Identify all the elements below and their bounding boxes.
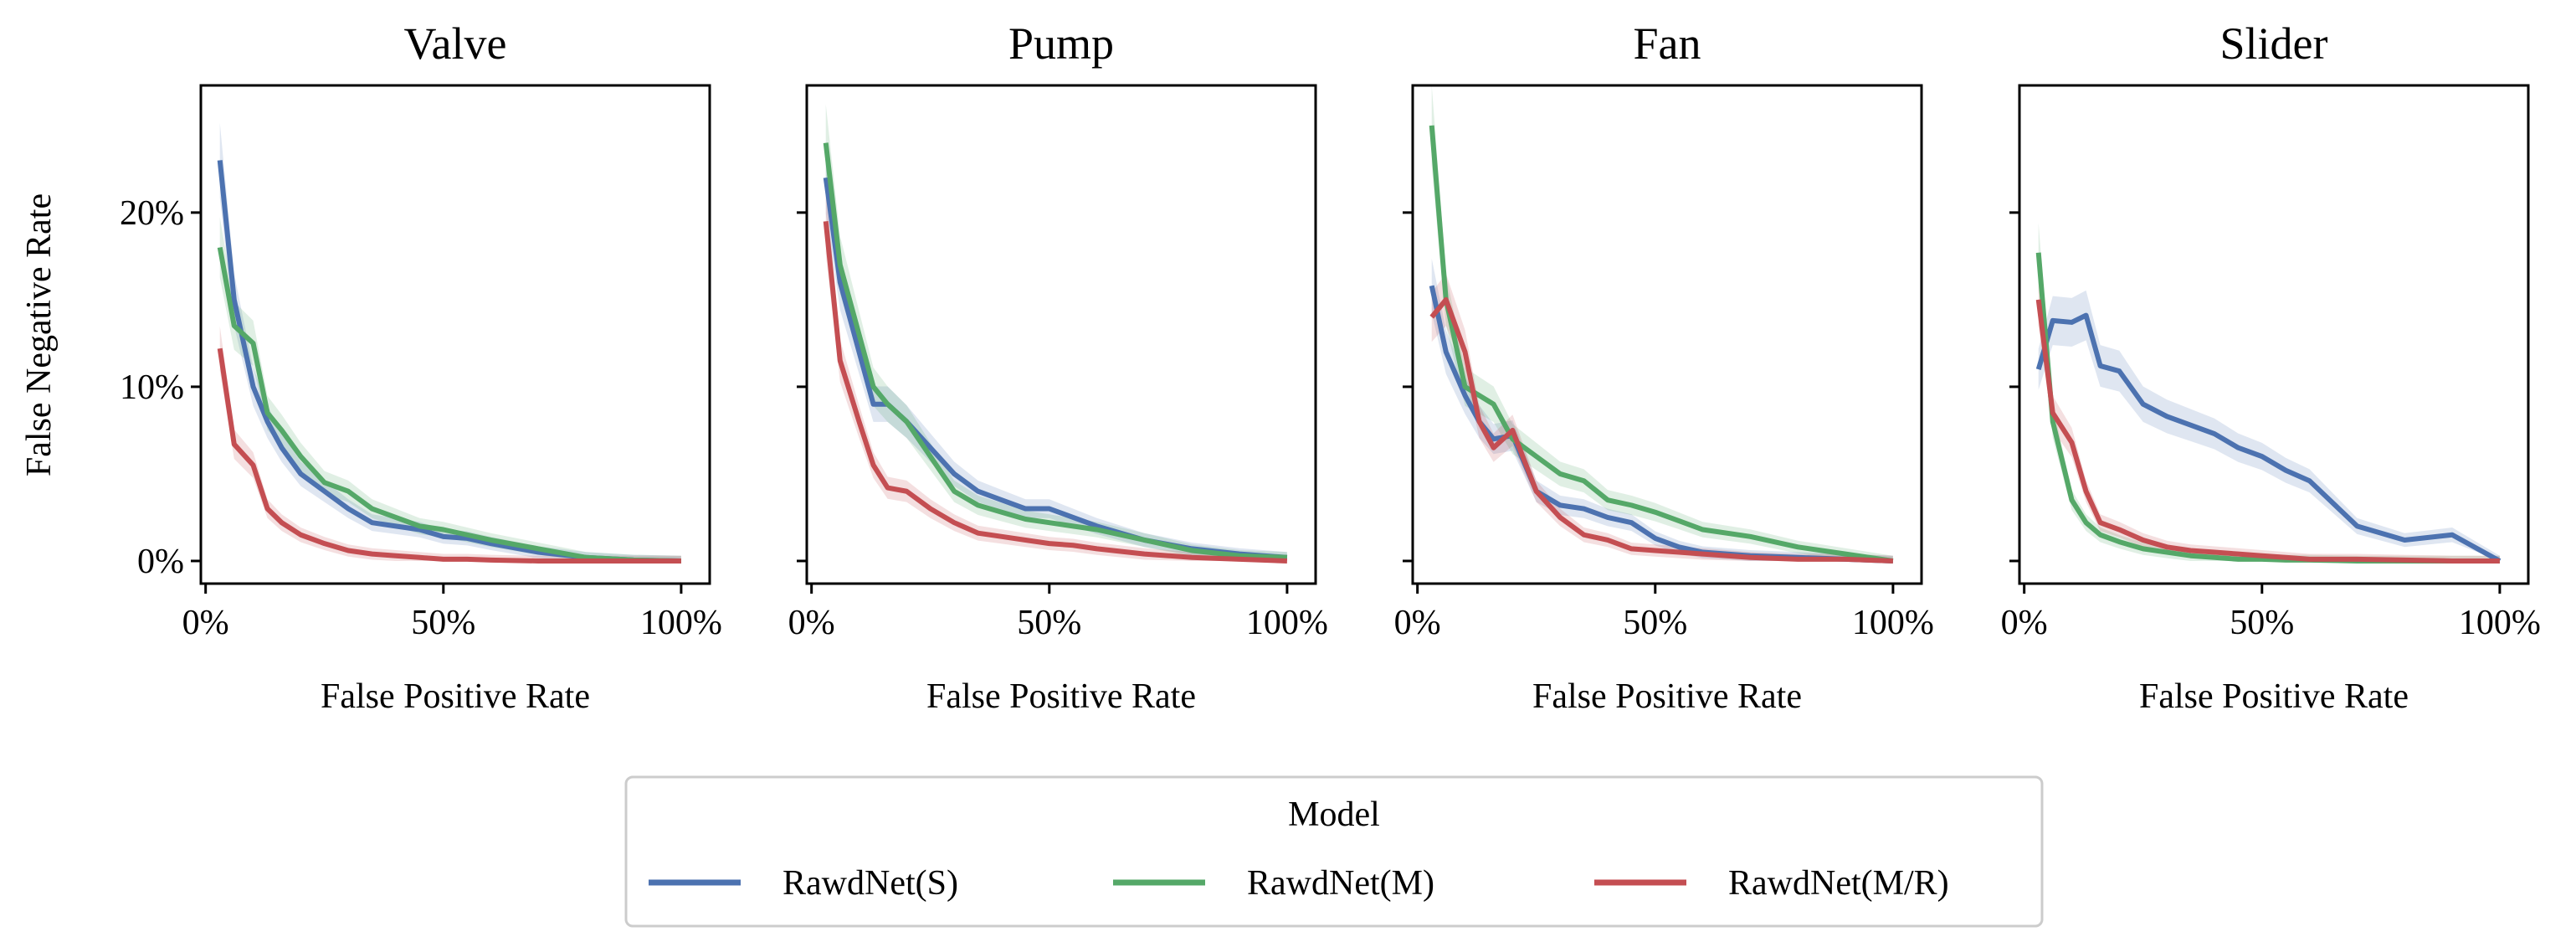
series-line-RawdNet(S): [2035, 312, 2502, 564]
series-line-RawdNet(M): [2035, 252, 2500, 564]
confidence-band: [2038, 223, 2500, 561]
confidence-band: [219, 122, 681, 561]
legend-label: RawdNet(S): [783, 864, 958, 903]
legend-label: RawdNet(M/R): [1728, 864, 1949, 903]
legend: Model RawdNet(S) RawdNet(M) RawdNet(M/R): [624, 775, 2044, 928]
y-axis-label: False Negative Rate: [20, 193, 59, 476]
x-tick-label: 100%: [1246, 604, 1328, 642]
panel-title: Slider: [2220, 18, 2328, 69]
series-line-RawdNet(M/R): [217, 347, 681, 564]
panel-title: Pump: [1008, 18, 1114, 69]
panel-title: Valve: [404, 18, 507, 69]
confidence-band: [2038, 273, 2500, 561]
panel-slider: Slider 0% 50% 100% False Positive Rate: [2001, 18, 2541, 716]
x-axis-label: False Positive Rate: [926, 677, 1196, 716]
x-tick-label: 50%: [1623, 604, 1687, 642]
series-line-RawdNet(M/R): [823, 220, 1288, 564]
x-tick-label: 100%: [2459, 604, 2541, 642]
series-line-RawdNet(M/R): [1429, 296, 1894, 564]
x-tick-label: 0%: [1394, 604, 1441, 642]
confidence-band: [1431, 85, 1893, 561]
legend-entry: RawdNet(M/R): [1594, 864, 1949, 903]
x-tick-label: 50%: [2230, 604, 2294, 642]
x-tick-label: 100%: [1852, 604, 1934, 642]
series-line-RawdNet(M/R): [2035, 299, 2500, 564]
series-line-RawdNet(M): [1429, 125, 1894, 564]
panel-title: Fan: [1634, 18, 1701, 69]
series-line-RawdNet(M): [217, 246, 681, 564]
x-tick-label: 0%: [2001, 604, 2048, 642]
x-tick-label: 50%: [411, 604, 475, 642]
axes-frame: [805, 84, 1317, 585]
legend-entry: RawdNet(S): [649, 864, 958, 903]
panel-valve: Valve 0% 50% 100% 0% 10% 20% False Positive Rat…: [120, 18, 722, 716]
y-tick-label: 20%: [120, 194, 184, 233]
legend-entry: RawdNet(M): [1113, 864, 1434, 903]
legend-title: Model: [1288, 795, 1380, 834]
panel-fan: Fan 0% 50% 100% False Positive Rate: [1394, 18, 1934, 716]
panel-pump: Pump 0% 50% 100% False Positive Rate: [788, 18, 1328, 716]
legend-label: RawdNet(M): [1247, 864, 1434, 903]
y-tick-label: 0%: [137, 543, 184, 581]
x-axis-label: False Positive Rate: [321, 677, 590, 716]
x-axis-label: False Positive Rate: [2139, 677, 2409, 716]
series-line-RawdNet(S): [217, 160, 681, 564]
x-tick-label: 0%: [788, 604, 835, 642]
axes-frame: [199, 84, 711, 585]
x-tick-label: 0%: [182, 604, 229, 642]
x-tick-label: 100%: [640, 604, 722, 642]
axes-frame: [2018, 84, 2530, 585]
y-tick-label: 10%: [120, 368, 184, 407]
x-axis-label: False Positive Rate: [1532, 677, 1802, 716]
series-line-RawdNet(M): [823, 142, 1288, 560]
series-line-RawdNet(S): [823, 177, 1288, 560]
confidence-band: [219, 217, 681, 561]
axes-frame: [1411, 84, 1923, 585]
legend-frame: [624, 775, 2044, 928]
x-tick-label: 50%: [1017, 604, 1081, 642]
